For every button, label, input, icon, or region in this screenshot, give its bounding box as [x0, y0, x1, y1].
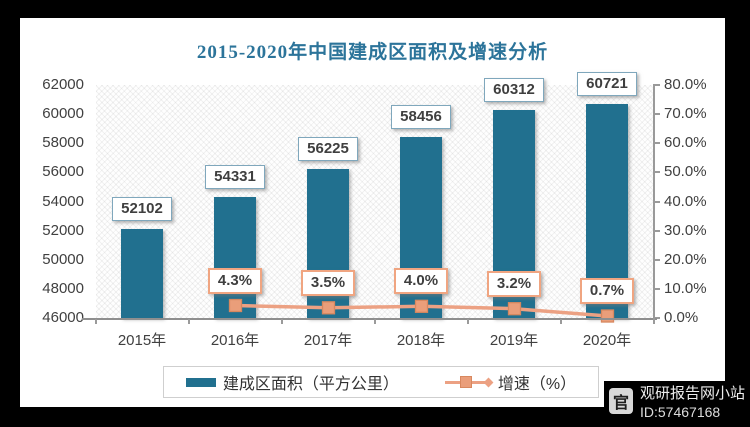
- legend-label-area: 建成区面积（平方公里）: [222, 376, 399, 393]
- y2-axis-tick-label: 80.0%: [664, 76, 707, 93]
- growth-value-label: 0.7%: [580, 278, 634, 304]
- watermark-site-name: 观研报告网小站: [640, 385, 746, 402]
- x-axis-tick: [94, 319, 97, 324]
- y-axis-tick-label: 54000: [42, 192, 84, 210]
- growth-swatch-marker: [459, 376, 472, 388]
- bar-value-label: 54331: [205, 164, 265, 189]
- area-series-swatch: [185, 377, 216, 387]
- x-axis-tick: [373, 319, 376, 324]
- y2-axis-tick-label: 20.0%: [664, 250, 707, 268]
- x-axis-tick: [187, 319, 190, 324]
- y-axis-tick-label: 60000: [42, 105, 84, 123]
- legend-label-growth: 增速（%）: [497, 376, 577, 393]
- watermark-id: ID:57467168: [640, 403, 721, 420]
- legend: 建成区面积（平方公里） 增速（%）: [163, 366, 599, 398]
- legend-item-growth: 增速（%）: [444, 370, 577, 394]
- growth-marker: [507, 302, 521, 316]
- growth-marker: [321, 301, 335, 315]
- x-axis-category-label: 2019年: [489, 332, 539, 349]
- bar-value-label: 56225: [298, 137, 358, 162]
- chart-title: 2015-2020年中国建成区面积及增速分析: [196, 42, 549, 63]
- y-axis-tick-label: 52000: [42, 221, 84, 239]
- growth-swatch-diamond: [483, 377, 494, 388]
- y2-axis-tick: [653, 287, 660, 290]
- y-axis-tick-label: 62000: [42, 76, 84, 93]
- y2-axis-line: [653, 85, 655, 320]
- y-axis-tick-label: 48000: [42, 279, 84, 297]
- y-axis-tick-label: 50000: [42, 250, 84, 268]
- y2-axis-tick-label: 10.0%: [664, 279, 707, 297]
- growth-series-swatch: [444, 376, 494, 388]
- y2-axis-tick: [653, 142, 660, 145]
- x-axis-line: [82, 318, 657, 320]
- x-axis-category-label: 2015年: [117, 332, 167, 349]
- y2-axis-tick: [653, 113, 660, 116]
- plot-area: 52102 54331 56225 58456 60312 60721 4.3% 3.5% 4.…: [95, 71, 654, 323]
- x-axis-category-label: 2020年: [582, 332, 632, 349]
- y-axis-tick-label: 46000: [42, 309, 84, 326]
- growth-marker: [228, 298, 242, 313]
- x-axis-tick: [280, 319, 283, 324]
- y2-axis-tick: [653, 229, 660, 232]
- y2-axis-tick-label: 60.0%: [664, 134, 707, 152]
- chart-panel: 2015-2020年中国建成区面积及增速分析 52102 54331 56225 58…: [20, 18, 725, 407]
- bar-value-label: 52102: [112, 197, 172, 222]
- growth-value-label: 3.5%: [301, 269, 355, 296]
- bar: [121, 229, 163, 318]
- growth-marker: [414, 299, 428, 313]
- bar-value-label: 60312: [484, 77, 544, 102]
- y2-axis-tick-label: 70.0%: [664, 105, 707, 123]
- x-axis-category-label: 2018年: [396, 332, 446, 349]
- y-axis-tick-label: 58000: [42, 134, 84, 152]
- y2-axis-tick: [653, 171, 660, 174]
- y2-axis-tick-label: 30.0%: [664, 221, 707, 239]
- growth-line-layer: [228, 298, 614, 323]
- bar: [214, 196, 256, 318]
- y2-axis-tick: [653, 200, 660, 203]
- watermark: 官 观研报告网小站 ID:57467168: [604, 381, 750, 427]
- growth-value-label: 3.2%: [487, 270, 541, 297]
- watermark-logo-icon: 官: [609, 388, 633, 414]
- legend-item-area: 建成区面积（平方公里）: [185, 370, 399, 394]
- y2-axis-tick: [653, 84, 660, 86]
- y2-axis-tick-label: 0.0%: [664, 309, 699, 326]
- x-axis-tick: [466, 319, 469, 324]
- growth-value-label: 4.0%: [394, 268, 448, 295]
- y-axis-tick-label: 56000: [42, 163, 84, 181]
- x-axis-category-label: 2017年: [303, 332, 353, 349]
- growth-value-label: 4.3%: [208, 267, 262, 294]
- bar-value-label: 60721: [577, 71, 637, 96]
- x-axis-category-label: 2016年: [210, 332, 260, 349]
- growth-marker: [600, 309, 614, 323]
- y2-axis-tick-label: 40.0%: [664, 192, 707, 210]
- watermark-text: 观研报告网小站 ID:57467168: [640, 385, 745, 421]
- y2-axis-tick-label: 50.0%: [664, 163, 707, 181]
- x-axis-tick: [652, 319, 655, 324]
- x-axis-tick: [559, 319, 562, 324]
- y2-axis-tick: [653, 258, 660, 261]
- bar-value-label: 58456: [391, 104, 451, 129]
